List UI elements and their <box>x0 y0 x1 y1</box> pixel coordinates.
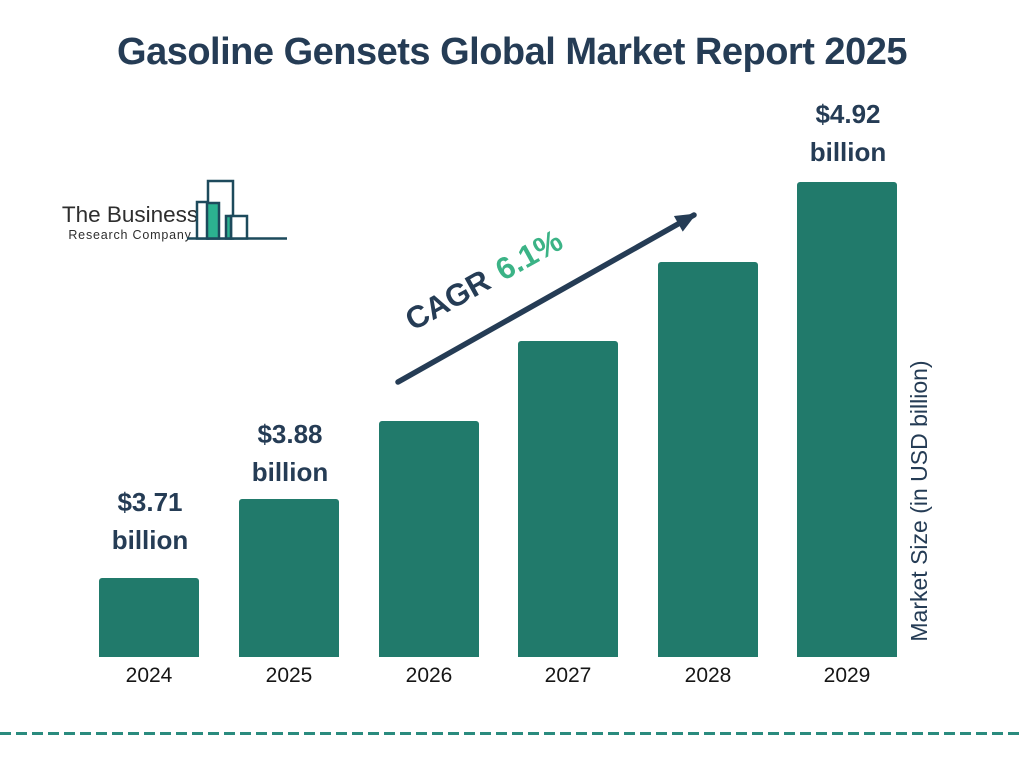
value-label-2025-unit: billion <box>251 457 329 487</box>
value-label-2029: $4.92 billion <box>778 95 918 171</box>
x-axis-label-2027: 2027 <box>544 664 592 687</box>
x-axis-label-2026: 2026 <box>405 664 453 687</box>
bar-2027 <box>518 341 618 657</box>
bar-2025 <box>239 499 339 657</box>
bar-2029 <box>797 182 897 657</box>
bottom-divider <box>0 732 1024 735</box>
bar-2028 <box>658 262 758 657</box>
report-title: Gasoline Gensets Global Market Report 20… <box>117 31 907 73</box>
logo-subname: Research Company <box>68 228 192 242</box>
value-label-2025: $3.88 billion <box>220 415 360 491</box>
bar-2026 <box>379 421 479 657</box>
value-label-2029-amount: $4.92 <box>815 99 881 129</box>
logo-name: The Business <box>61 202 199 227</box>
y-axis-title: Market Size (in USD billion) <box>906 360 932 642</box>
value-label-2029-unit: billion <box>809 137 887 167</box>
value-label-2024-amount: $3.71 <box>117 487 183 517</box>
value-label-2024-unit: billion <box>111 525 189 555</box>
bar-2024 <box>99 578 199 657</box>
x-axis-label-2028: 2028 <box>684 664 732 687</box>
value-label-2025-amount: $3.88 <box>257 419 323 449</box>
company-logo-text: The Business Research Company <box>60 202 200 242</box>
x-axis-label-2029: 2029 <box>823 664 871 687</box>
logo-bars-icon <box>187 179 287 240</box>
value-label-2024: $3.71 billion <box>80 483 220 559</box>
x-axis-label-2024: 2024 <box>125 664 173 687</box>
cagr-trend-arrow-icon <box>395 212 697 385</box>
company-logo: The Business Research Company <box>60 178 290 244</box>
x-axis-label-2025: 2025 <box>265 664 313 687</box>
